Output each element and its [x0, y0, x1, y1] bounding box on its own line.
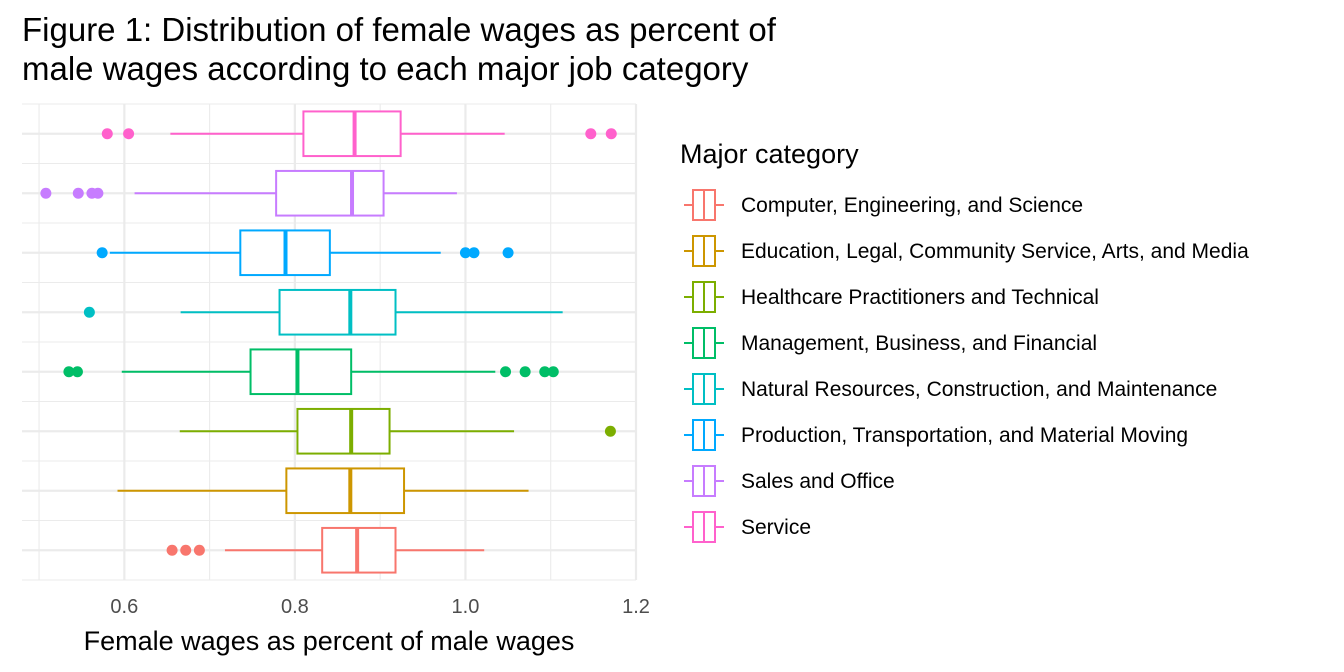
- box-iqr: [285, 467, 406, 515]
- outlier-point: [72, 187, 84, 199]
- legend-item-5: Natural Resources, Construction, and Mai…: [684, 373, 1217, 405]
- legend-label: Management, Business, and Financial: [741, 332, 1097, 355]
- legend-label: Sales and Office: [741, 470, 895, 493]
- outlier-point: [502, 247, 514, 259]
- boxes: [40, 110, 617, 574]
- box-2: [117, 467, 529, 515]
- x-tick-label: 1.0: [452, 596, 480, 618]
- box-iqr: [275, 169, 385, 217]
- legend-label: Computer, Engineering, and Science: [741, 194, 1083, 217]
- legend-item-1: Computer, Engineering, and Science: [684, 189, 1083, 221]
- legend-title: Major category: [680, 139, 859, 169]
- outlier-point: [180, 544, 192, 556]
- outlier-point: [459, 247, 471, 259]
- box-iqr: [296, 407, 391, 455]
- outlier-point: [71, 366, 83, 378]
- legend-item-2: Education, Legal, Community Service, Art…: [684, 235, 1249, 267]
- box-8: [101, 110, 617, 158]
- box-5: [83, 288, 563, 336]
- box-1: [166, 526, 485, 574]
- x-tick-label: 1.2: [622, 596, 650, 618]
- box-iqr: [278, 288, 397, 336]
- outlier-point: [123, 128, 135, 140]
- outlier-point: [92, 187, 104, 199]
- outlier-point: [605, 128, 617, 140]
- box-iqr: [249, 348, 353, 396]
- outlier-point: [63, 366, 75, 378]
- outlier-point: [604, 425, 616, 437]
- chart-title-line-1: Figure 1: Distribution of female wages a…: [22, 11, 777, 48]
- box-6: [96, 229, 514, 277]
- outlier-point: [83, 306, 95, 318]
- legend-label: Natural Resources, Construction, and Mai…: [741, 378, 1217, 401]
- outlier-point: [500, 366, 512, 378]
- chart-title-line-2: male wages according to each major job c…: [22, 50, 749, 87]
- outlier-point: [585, 128, 597, 140]
- outlier-point: [193, 544, 205, 556]
- outlier-point: [547, 366, 559, 378]
- outlier-point: [101, 128, 113, 140]
- legend-label: Service: [741, 516, 811, 539]
- box-4: [63, 348, 559, 396]
- box-3: [179, 407, 616, 455]
- x-axis-ticks: 0.6 0.8 1.0 1.2: [110, 596, 649, 618]
- legend-item-6: Production, Transportation, and Material…: [684, 419, 1188, 451]
- outlier-point: [539, 366, 551, 378]
- box-iqr: [302, 110, 402, 158]
- legend-item-8: Service: [684, 511, 811, 543]
- legend-label: Production, Transportation, and Material…: [741, 424, 1188, 447]
- outlier-point: [468, 247, 480, 259]
- outlier-point: [96, 247, 108, 259]
- legend-label: Education, Legal, Community Service, Art…: [741, 240, 1249, 263]
- box-7: [40, 169, 457, 217]
- x-tick-label: 0.6: [110, 596, 138, 618]
- legend-item-7: Sales and Office: [684, 465, 895, 497]
- outlier-point: [40, 187, 52, 199]
- legend: Computer, Engineering, and Science Educat…: [684, 189, 1249, 543]
- x-tick-label: 0.8: [281, 596, 309, 618]
- legend-item-4: Management, Business, and Financial: [684, 327, 1097, 359]
- legend-item-3: Healthcare Practitioners and Technical: [684, 281, 1099, 313]
- legend-label: Healthcare Practitioners and Technical: [741, 286, 1099, 309]
- x-axis-label: Female wages as percent of male wages: [84, 626, 575, 656]
- outlier-point: [166, 544, 178, 556]
- outlier-point: [519, 366, 531, 378]
